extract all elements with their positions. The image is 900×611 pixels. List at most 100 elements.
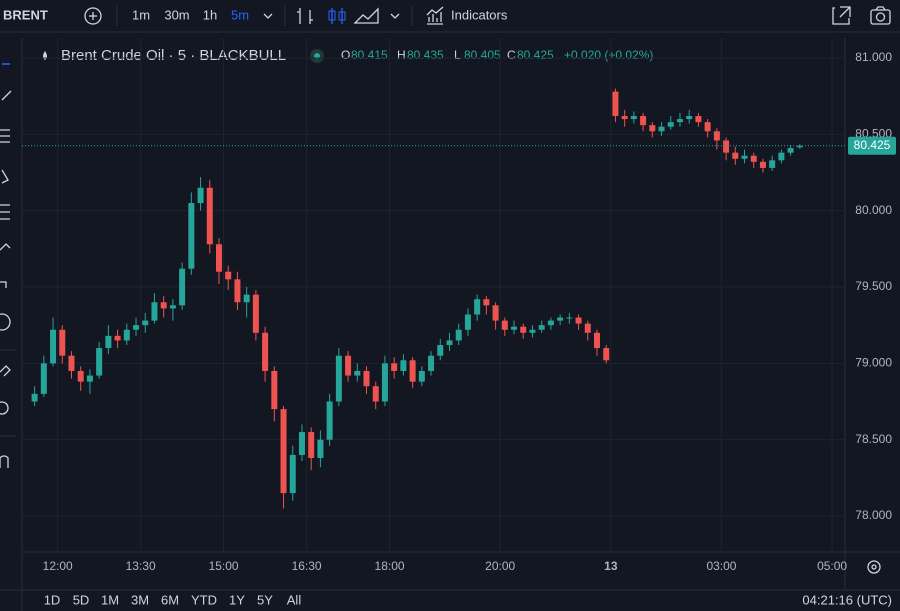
candle-body [566, 317, 573, 319]
interval-button[interactable]: 1m [132, 7, 150, 22]
zoom-tool[interactable] [0, 401, 9, 415]
ohlc-value: 80.435 [407, 48, 444, 62]
candle-body [243, 294, 250, 303]
candle-body [197, 187, 204, 204]
candle-body [345, 355, 352, 376]
candle-body [547, 320, 554, 326]
range-button[interactable]: 1D [44, 592, 61, 607]
candle-body [400, 360, 407, 371]
candle-body [796, 145, 803, 148]
intervals: 1m 30m 1h 5m [132, 7, 249, 22]
indicators-icon[interactable] [426, 6, 444, 25]
candle-body [317, 439, 324, 458]
range-button[interactable]: 5Y [257, 592, 273, 607]
ohlc-value: 80.425 [517, 48, 554, 62]
candle-body [455, 329, 462, 341]
candle-body [133, 325, 140, 330]
candle-body [225, 271, 232, 280]
style-menu[interactable] [390, 13, 400, 19]
candle-body [280, 409, 287, 494]
range-button[interactable]: All [287, 592, 302, 607]
interval-button[interactable]: 1h [203, 7, 217, 22]
candle-body [50, 329, 57, 364]
add-symbol-button[interactable] [84, 7, 102, 25]
bar-style-button[interactable] [297, 8, 313, 24]
fib-tool[interactable] [0, 129, 10, 143]
x-tick-label: 05:00 [817, 559, 847, 573]
interval-button[interactable]: 5m [231, 7, 249, 22]
brush-tool[interactable] [0, 243, 11, 251]
fullscreen-button[interactable] [832, 6, 851, 25]
candle-body [593, 332, 600, 349]
candle-body [160, 302, 167, 309]
interval-menu[interactable] [263, 13, 273, 19]
candle-body [630, 116, 637, 120]
ohlc-key: O [341, 48, 350, 62]
range-button[interactable]: 5D [73, 592, 90, 607]
candle-body [31, 393, 38, 402]
candle-body [759, 161, 766, 168]
ohlc-key: H [397, 48, 406, 62]
candle-body [298, 432, 305, 455]
candle-body [77, 370, 84, 382]
candle-body [262, 332, 269, 371]
prediction-tool[interactable] [0, 204, 10, 220]
candle-body [612, 91, 619, 117]
candles [31, 88, 803, 509]
candle-body [538, 325, 545, 330]
candle-body [575, 317, 582, 324]
candle-body [446, 340, 453, 346]
settings-button[interactable] [867, 560, 881, 574]
lock-tool[interactable] [0, 455, 9, 468]
candle-body [234, 279, 241, 303]
icon-tool[interactable] [0, 313, 11, 331]
range-button[interactable]: 1Y [229, 592, 245, 607]
text-tool[interactable] [0, 281, 7, 288]
area-style-button[interactable] [353, 7, 379, 24]
y-tick-label: 81.000 [855, 50, 892, 64]
x-tick-label: 15:00 [209, 559, 239, 573]
candle-body [114, 335, 121, 341]
candle-body [409, 360, 416, 382]
candle-body [308, 432, 315, 458]
range-button[interactable]: YTD [191, 592, 217, 607]
candle-body [667, 122, 674, 127]
candle-body [105, 335, 112, 349]
candle-body [520, 326, 527, 333]
y-tick-label: 79.500 [855, 279, 892, 293]
x-tick-label: 13:30 [126, 559, 156, 573]
candle-body [363, 370, 370, 387]
candle-body [501, 320, 508, 330]
candle-body [603, 348, 610, 361]
chart-title: Brent Crude Oil · 5 · BLACKBULL [61, 47, 286, 64]
range-button[interactable]: 6M [161, 592, 179, 607]
trend-line-tool[interactable] [1, 90, 12, 101]
candle-body [511, 326, 518, 330]
bottom-bar: 04:21:16 (UTC) 1D 5D 1M 3M 6M YTD 1Y 5Y All [0, 589, 900, 607]
candle-body [529, 329, 536, 333]
clock: 04:21:16 (UTC) [802, 592, 892, 607]
candle-body [428, 355, 435, 371]
interval-button[interactable]: 30m [164, 7, 189, 22]
measure-tool[interactable] [0, 365, 11, 377]
range-button[interactable]: 3M [131, 592, 149, 607]
chart: Brent Crude Oil · 5 · BLACKBULL O 80.415 H… [22, 38, 900, 590]
indicators-button[interactable]: Indicators [451, 7, 508, 22]
ohlc-value: 80.405 [464, 48, 501, 62]
market-status-dot [314, 53, 320, 59]
candle-body [381, 363, 388, 402]
range-button[interactable]: 1M [101, 592, 119, 607]
screenshot-button[interactable] [870, 6, 891, 25]
candle-body [169, 305, 176, 309]
symbol[interactable]: BRENT [3, 7, 48, 22]
ohlc-change: +0.020 (+0.02%) [564, 48, 653, 62]
pattern-tool[interactable] [1, 169, 9, 184]
candle-body [354, 370, 361, 376]
candle-style-button[interactable] [328, 8, 346, 24]
top-toolbar: BRENT 1m 30m 1h 5m Indicators [0, 6, 900, 33]
candle-body [658, 126, 665, 132]
candle-body [179, 268, 186, 306]
y-tick-label: 78.500 [855, 432, 892, 446]
candle-body [621, 116, 628, 120]
candle-body [464, 314, 471, 330]
